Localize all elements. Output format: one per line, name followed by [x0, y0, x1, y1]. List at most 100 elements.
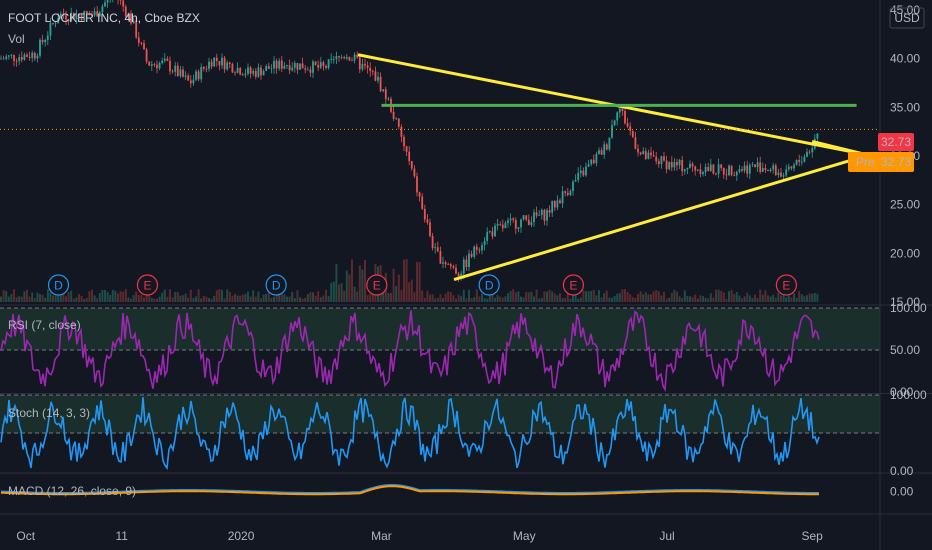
- candle-body-92: [239, 67, 242, 75]
- event-marker-earnings-3[interactable]: E: [366, 274, 388, 296]
- event-marker-dividend-2[interactable]: D: [265, 274, 287, 296]
- volume-bar-57: [148, 291, 151, 302]
- macd-label[interactable]: MACD (12, 26, close, 9): [8, 484, 136, 498]
- volume-bar-83: [215, 290, 218, 302]
- volume-bar-277: [720, 290, 723, 302]
- candle-body-57: [148, 61, 151, 66]
- volume-bar-130: [338, 284, 340, 302]
- candle-body-179: [465, 259, 468, 268]
- candle-body-189: [491, 231, 494, 237]
- candle-body-254: [660, 156, 663, 165]
- candle-body-117: [304, 68, 307, 70]
- candle-body-257: [668, 161, 671, 170]
- volume-bar-17: [44, 297, 47, 302]
- event-marker-earnings-1[interactable]: E: [136, 274, 159, 296]
- volume-bar-298: [774, 297, 777, 302]
- symbol-title[interactable]: FOOT LOCKER INC, 4h, Cboe BZX: [8, 11, 200, 25]
- candle-body-35: [91, 15, 93, 16]
- candle-body-101: [262, 70, 265, 76]
- price-tick-20: 20.00: [890, 246, 920, 260]
- macd-tick-0: 0.00: [890, 485, 914, 499]
- candle-body-171: [444, 262, 447, 265]
- rsi-label[interactable]: RSI (7, close): [8, 318, 81, 332]
- volume-bar-198: [514, 292, 517, 302]
- volume-bar-272: [707, 298, 710, 302]
- candle-body-293: [761, 168, 764, 172]
- volume-bar-59: [153, 298, 156, 302]
- candle-body-251: [652, 155, 655, 157]
- candle-body-225: [585, 166, 587, 176]
- volume-bar-312: [811, 293, 814, 302]
- candle-body-221: [574, 180, 577, 182]
- volume-bar-63: [163, 289, 166, 302]
- candle-body-145: [377, 76, 379, 81]
- candle-body-84: [218, 61, 221, 66]
- candle-body-138: [358, 57, 361, 70]
- trendline-lower: [453, 153, 869, 282]
- volume-bar-176: [457, 294, 460, 302]
- candle-body-296: [769, 169, 772, 171]
- volume-bar-163: [423, 298, 426, 302]
- candle-body-241: [626, 123, 629, 127]
- candle-body-181: [470, 253, 473, 257]
- volume-bar-93: [241, 294, 244, 302]
- candle-body-9: [23, 54, 26, 60]
- volume-bar-162: [421, 290, 424, 302]
- volume-bar-269: [699, 295, 702, 302]
- event-marker-dividend-0[interactable]: D: [47, 274, 70, 296]
- volume-bar-92: [239, 295, 242, 302]
- currency-label: USD: [894, 11, 920, 25]
- candle-body-122: [317, 64, 320, 68]
- macd-line: [0, 484, 819, 494]
- event-marker-dividend-4[interactable]: D: [478, 274, 500, 296]
- candle-body-197: [512, 218, 515, 220]
- volume-bar-44: [114, 290, 117, 302]
- candle-body-262: [681, 160, 684, 172]
- volume-bar-77: [200, 298, 203, 302]
- volume-bar-28: [72, 298, 75, 302]
- volume-bar-107: [278, 291, 281, 302]
- candle-body-208: [540, 209, 543, 216]
- event-label-3: E: [373, 279, 381, 293]
- candle-body-99: [257, 67, 260, 77]
- price-tick-45: 45.00: [890, 3, 920, 17]
- volume-bar-60: [156, 298, 158, 302]
- volume-bar-204: [530, 291, 533, 302]
- volume-label[interactable]: Vol: [8, 32, 25, 46]
- volume-bar-80: [208, 298, 210, 302]
- volume-bar-252: [655, 290, 658, 302]
- volume-bar-161: [418, 262, 421, 302]
- currency-badge[interactable]: [889, 7, 925, 29]
- candle-body-146: [379, 76, 382, 92]
- volume-bar-10: [26, 289, 28, 302]
- candle-body-275: [715, 173, 717, 175]
- volume-bar-265: [689, 296, 691, 302]
- volume-bar-225: [585, 291, 587, 302]
- candle-body-172: [447, 264, 450, 265]
- candle-body-24: [62, 13, 65, 16]
- time-tick-6: Sep: [801, 529, 823, 543]
- volume-bar-40: [104, 290, 106, 302]
- candle-body-243: [631, 130, 634, 138]
- volume-bar-255: [663, 291, 665, 302]
- stoch-label[interactable]: Stoch (14, 3, 3): [8, 406, 90, 420]
- candle-body-105: [273, 60, 275, 69]
- volume-bar-246: [639, 291, 642, 302]
- candle-body-14: [36, 55, 39, 59]
- volume-bar-81: [210, 298, 213, 302]
- volume-bar-219: [569, 298, 572, 302]
- candle-body-48: [124, 6, 127, 17]
- event-marker-earnings-6[interactable]: E: [775, 274, 797, 296]
- candle-body-87: [226, 62, 229, 70]
- candle-body-188: [488, 231, 491, 233]
- candle-body-224: [582, 170, 585, 176]
- volume-bar-66: [171, 297, 174, 302]
- candle-body-125: [325, 65, 327, 68]
- event-marker-earnings-5[interactable]: E: [562, 274, 585, 296]
- volume-bar-158: [410, 279, 413, 302]
- volume-bar-49: [127, 297, 130, 302]
- volume-bar-308: [800, 294, 803, 302]
- candle-body-108: [280, 60, 283, 69]
